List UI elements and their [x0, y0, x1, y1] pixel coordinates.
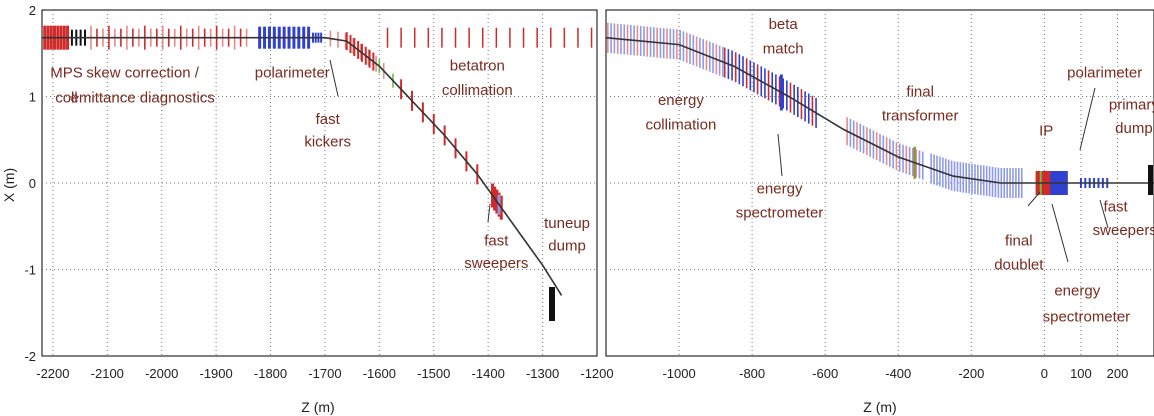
match-label: match	[763, 40, 804, 57]
x-tick-label: -600	[812, 366, 838, 381]
y-tick-label: 2	[29, 3, 36, 18]
x-tick-label: 200	[1107, 366, 1129, 381]
fast-kickers-arrow	[329, 59, 339, 97]
fast-sweepers-label-2: sweepers	[464, 255, 528, 272]
skew-label: skew correction /	[86, 64, 199, 81]
y-tick-label: 0	[29, 176, 36, 191]
final-doublet-label-1: final	[1005, 232, 1033, 249]
x-tick-label: -1500	[417, 366, 450, 381]
right-x-axis-label: Z (m)	[863, 399, 896, 415]
x-tick-label: -800	[739, 366, 765, 381]
energy-spec-2-label-2: spectrometer	[1043, 308, 1131, 325]
primary-label: primary	[1109, 96, 1154, 113]
tuneup-label-2: dump	[548, 237, 586, 254]
x-tick-label: -1900	[199, 366, 232, 381]
fast-sweepers-arrow	[487, 203, 491, 223]
y-tick-label: 1	[29, 90, 36, 105]
x-tick-label: -1000	[662, 366, 695, 381]
left-x-axis-label: Z (m)	[301, 399, 334, 415]
right-x-tick-labels: -1000 -800 -600 -400 -200 0 100 200	[662, 366, 1128, 381]
x-tick-label: -1800	[254, 366, 287, 381]
beta-label: beta	[769, 16, 799, 33]
x-tick-label: -200	[958, 366, 984, 381]
left-y-tick-labels: 2 1 0 -1 -2	[24, 3, 36, 364]
left-y-axis-label: X (m)	[1, 168, 17, 202]
energy-spec-label-2: spectrometer	[736, 205, 824, 222]
tuneup-label-1: tuneup	[544, 215, 590, 232]
dump-label: dump	[1115, 120, 1153, 137]
x-tick-label: -2000	[145, 366, 178, 381]
final-transformer-label-2: transformer	[882, 108, 959, 125]
fast-sweepers-label-1: fast	[484, 232, 509, 249]
x-tick-label: -1600	[363, 366, 396, 381]
x-tick-label: -400	[885, 366, 911, 381]
y-tick-label: -2	[24, 349, 36, 364]
x-tick-label: -1700	[308, 366, 341, 381]
final-doublet-label-2: doublet	[994, 257, 1044, 274]
fast-kickers-label-1: fast	[316, 111, 341, 128]
primary-dump-block	[1148, 165, 1153, 195]
coll-label: coll	[55, 90, 78, 107]
polarimeter-label: polarimeter	[255, 64, 330, 81]
left-plot-frame	[41, 9, 598, 357]
energy-spectrometer-2-arrow	[1051, 203, 1069, 263]
fast-kickers-label-2: kickers	[304, 134, 351, 151]
energy-coll-label-2: collimation	[645, 116, 716, 133]
x-tick-label: 100	[1070, 366, 1092, 381]
fast-2-label: fast	[1104, 199, 1129, 216]
left-beamline-curve	[42, 36, 563, 296]
energy-spec-label-1: energy	[757, 180, 803, 197]
energy-spec-2-label-1: energy	[1054, 282, 1100, 299]
x-tick-label: -1300	[526, 366, 559, 381]
fast-sweepers-2-arrow	[1099, 199, 1109, 229]
panel-left: -2200 -2100 -2000 -1900 -1800 -1700 -1600 -1500…	[1, 3, 614, 415]
tuneup-dump-block	[549, 287, 555, 321]
panel-right: -1000 -800 -600 -400 -200 0 100 200 beta match en…	[605, 9, 1154, 415]
left-x-tick-labels: -2200 -2100 -2000 -1900 -1800 -1700 -1600 -1500…	[36, 366, 613, 381]
x-tick-label: -1400	[472, 366, 505, 381]
left-annotations: MPS coll skew correction / emittance diagno…	[50, 58, 590, 272]
betatron-label: betatron	[450, 58, 505, 75]
y-tick-label: -1	[24, 263, 36, 278]
energy-coll-label-1: energy	[658, 92, 704, 109]
x-tick-label: -2200	[36, 366, 69, 381]
ip-label: IP	[1039, 122, 1053, 139]
final-transformer-label-1: final	[906, 84, 934, 101]
mps-label: MPS	[50, 64, 83, 81]
sweepers-2-label: sweepers	[1093, 222, 1154, 239]
x-tick-label: -2100	[91, 366, 124, 381]
collimation-label: collimation	[442, 82, 513, 99]
x-tick-label: 0	[1041, 366, 1048, 381]
right-annotations: beta match energy collimation final transform…	[645, 16, 1154, 325]
final-doublet-arrow	[1027, 191, 1041, 207]
emittance-label: emittance diagnostics	[71, 90, 215, 107]
polarimeter-2-arrow	[1079, 87, 1096, 151]
energy-spectrometer-arrow	[777, 133, 783, 177]
x-tick-label: -1200	[580, 366, 613, 381]
left-gridlines	[42, 10, 597, 356]
polarimeter-2-label: polarimeter	[1067, 64, 1142, 81]
right-beamline-curve	[605, 36, 1154, 184]
